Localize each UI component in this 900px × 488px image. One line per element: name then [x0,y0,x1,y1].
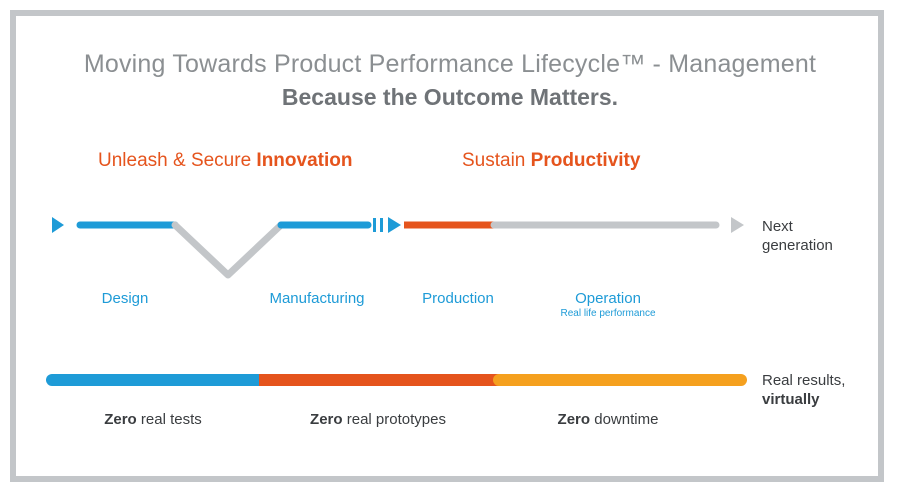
design-to-manufacturing-dip [171,221,285,279]
main-title: Moving Towards Product Performance Lifec… [83,50,817,78]
main-subtitle: Because the Outcome Matters. [281,84,619,110]
real-results-line1: Real results, [762,372,846,389]
zero-real-tests: Zero real tests [78,411,228,428]
phase-innovation-emphasis: Innovation [256,150,353,171]
stage-operation: Operation [575,290,641,307]
results-bar-tests-join [250,374,259,386]
phase-innovation-prefix: Unleash & Secure [98,150,257,171]
transition-arrow-icon [388,217,401,233]
zero-downtime-bold: Zero [557,411,591,428]
next-generation-line1: Next [762,218,793,235]
zero-real-tests-bold: Zero [104,411,137,428]
phase-innovation: Unleash & Secure Innovation [98,150,352,172]
zero-real-prototypes-rest: real prototypes [342,411,446,428]
phase-productivity-prefix: Sustain [462,150,531,171]
next-generation-line2: generation [762,237,833,254]
zero-real-prototypes-bold: Zero [310,411,343,428]
real-results-line2: virtually [762,391,820,408]
phase-productivity: Sustain Productivity [462,150,640,172]
stage-production: Production [422,290,494,307]
zero-real-prototypes: Zero real prototypes [288,411,468,428]
transition-bar-1 [373,218,376,232]
zero-downtime-rest: downtime [590,411,659,428]
next-generation-arrow-icon [731,217,744,233]
zero-downtime: Zero downtime [532,411,684,428]
stage-manufacturing: Manufacturing [269,290,365,307]
next-generation-label: Next generation [762,217,833,255]
stage-operation-sublabel: Real life performance [560,308,656,319]
phase-productivity-emphasis: Productivity [530,150,641,171]
start-arrow-icon [52,217,64,233]
zero-real-tests-rest: real tests [136,411,202,428]
stage-design: Design [101,290,149,307]
real-results-label: Real results, virtually [762,371,845,409]
diagram-frame [10,10,884,482]
transition-bar-2 [380,218,383,232]
